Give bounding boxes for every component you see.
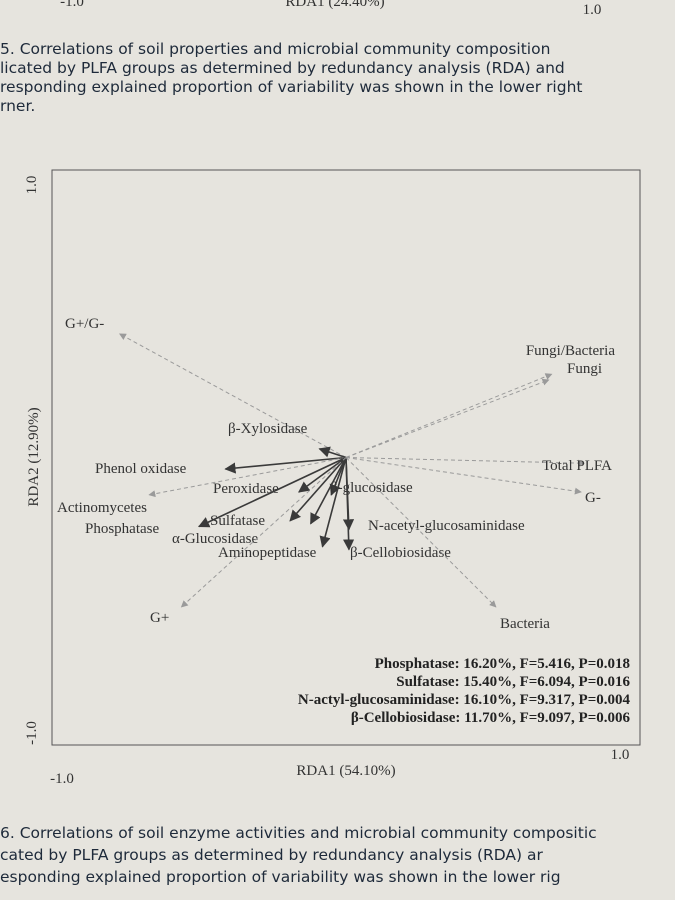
vector-label: N-acetyl-glucosaminidase bbox=[368, 518, 525, 534]
vector-arrow bbox=[180, 457, 347, 608]
header-tick: -1.0 bbox=[60, 0, 84, 10]
vector-arrow bbox=[289, 456, 347, 522]
vector-label: Total PLFA bbox=[542, 458, 612, 474]
caption-line: 6. Correlations of soil enzyme activitie… bbox=[0, 824, 597, 842]
plot-frame bbox=[51, 169, 641, 746]
vector-label: G+ bbox=[150, 610, 169, 626]
vector-arrow bbox=[197, 456, 347, 528]
vector-label: β-Cellobiosidase bbox=[350, 545, 451, 561]
vector-arrow bbox=[310, 457, 347, 525]
vector-label: Fungi bbox=[567, 361, 602, 377]
vector-arrow bbox=[224, 456, 347, 474]
vector-arrow bbox=[345, 457, 497, 608]
header-axis-label: RDA1 (24.40%) bbox=[285, 0, 384, 10]
vector-label: Peroxidase bbox=[213, 481, 279, 497]
vector-label: G+/G- bbox=[65, 316, 104, 332]
caption-line: cated by PLFA groups as determined by re… bbox=[0, 846, 543, 864]
vector-label: Phosphatase bbox=[85, 521, 160, 537]
vector-arrow bbox=[148, 457, 347, 498]
vector-label: Fungi/Bacteria bbox=[526, 343, 615, 359]
annotation: Phosphatase: 16.20%, F=5.416, P=0.018 bbox=[375, 656, 630, 672]
vector-arrow bbox=[119, 333, 347, 458]
y-tick-label: 1.0 bbox=[24, 176, 40, 195]
vector-label: Sulfatase bbox=[210, 513, 265, 529]
caption-line: esponding explained proportion of variab… bbox=[0, 868, 561, 886]
vector-arrow bbox=[345, 457, 582, 495]
x-axis-label: RDA1 (54.10%) bbox=[296, 763, 395, 779]
vector-label: G- bbox=[585, 490, 601, 506]
y-axis-label: RDA2 (12.90%) bbox=[26, 407, 42, 506]
annotation: N-actyl-glucosaminidase: 16.10%, F=9.317… bbox=[298, 692, 631, 708]
x-tick-label: -1.0 bbox=[50, 771, 74, 787]
vector-arrow bbox=[345, 457, 585, 467]
vector-arrow bbox=[345, 378, 550, 458]
caption-line: responding explained proportion of varia… bbox=[0, 78, 582, 96]
vector-label: β-Xylosidase bbox=[228, 421, 308, 437]
vector-arrow bbox=[343, 457, 355, 551]
vector-label: Bacteria bbox=[500, 616, 550, 632]
vector-arrow bbox=[318, 446, 347, 459]
vector-label: Aminopeptidase bbox=[218, 545, 317, 561]
x-tick-label: 1.0 bbox=[611, 747, 630, 763]
header-tick: 1.0 bbox=[583, 2, 602, 18]
vector-arrow bbox=[298, 456, 347, 493]
annotation: β-Cellobiosidase: 11.70%, F=9.097, P=0.0… bbox=[351, 710, 631, 726]
caption-line: rner. bbox=[0, 97, 35, 115]
annotation: Sulfatase: 15.40%, F=6.094, P=0.016 bbox=[396, 674, 630, 690]
vector-label: α-Glucosidase bbox=[172, 531, 259, 547]
vector-arrow bbox=[345, 373, 553, 458]
caption-line: 5. Correlations of soil properties and m… bbox=[0, 40, 550, 58]
vector-label: β-glucosidase bbox=[330, 480, 413, 496]
y-tick-label: -1.0 bbox=[24, 721, 40, 745]
vector-label: Actinomycetes bbox=[57, 500, 147, 516]
vector-arrow bbox=[319, 457, 347, 548]
caption-line: licated by PLFA groups as determined by … bbox=[0, 59, 565, 77]
vector-label: Phenol oxidase bbox=[95, 461, 187, 477]
